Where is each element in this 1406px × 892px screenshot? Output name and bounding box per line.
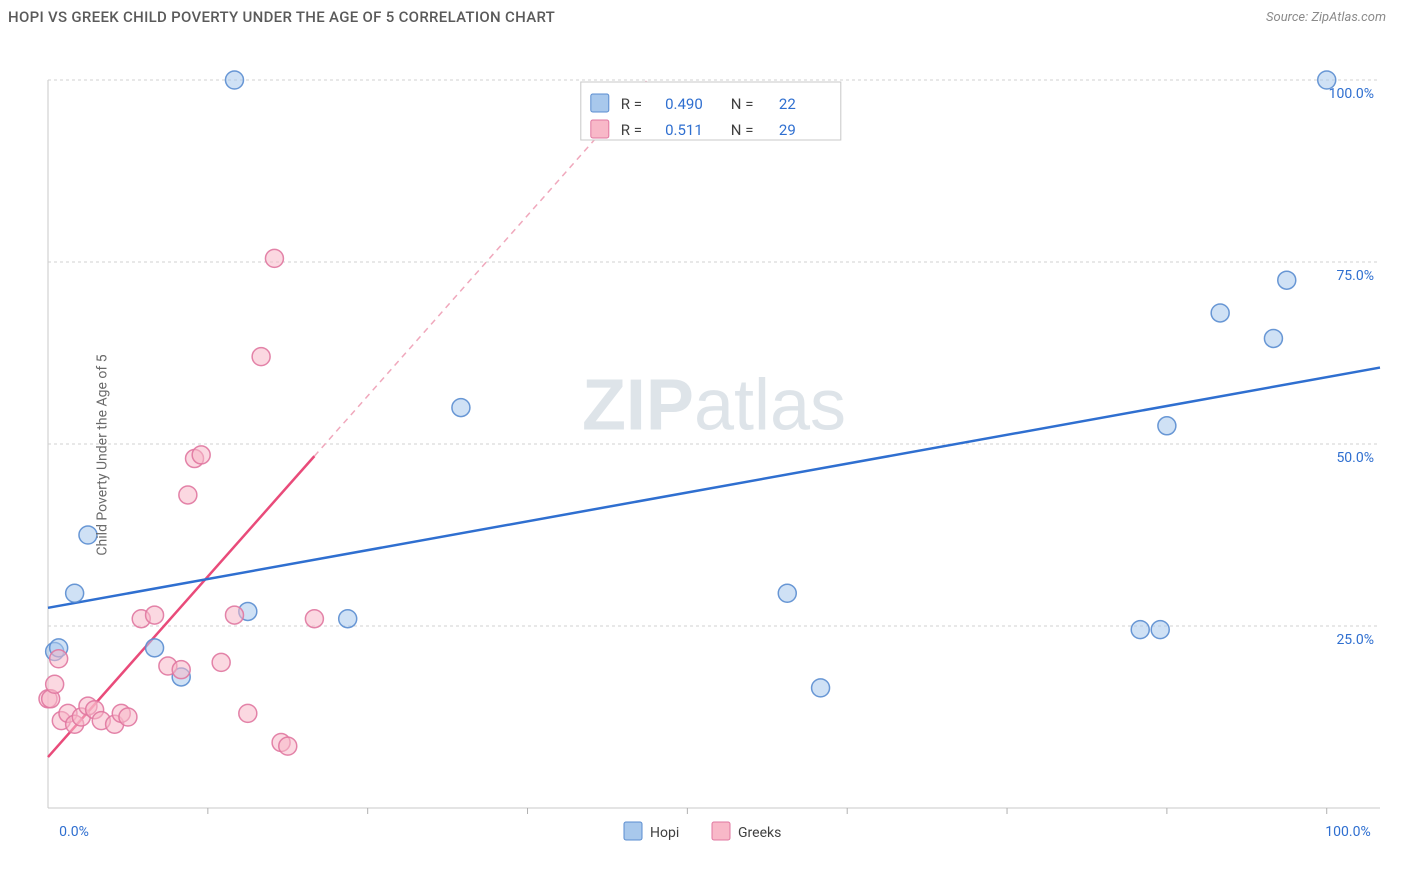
data-point-hopi xyxy=(225,71,243,89)
data-point-hopi xyxy=(146,639,164,657)
chart-title: HOPI VS GREEK CHILD POVERTY UNDER THE AG… xyxy=(8,8,555,26)
data-point-greeks xyxy=(212,653,230,671)
data-point-greeks xyxy=(265,249,283,267)
data-point-greeks xyxy=(225,606,243,624)
watermark: ZIPatlas xyxy=(582,365,846,445)
legend-n-value: 22 xyxy=(779,95,796,113)
legend-swatch xyxy=(591,94,609,112)
data-point-hopi xyxy=(1211,304,1229,322)
legend-r-value: 0.490 xyxy=(665,95,703,113)
legend-series-label: Hopi xyxy=(650,825,679,841)
data-point-greeks xyxy=(119,708,137,726)
data-point-greeks xyxy=(192,446,210,464)
data-point-greeks xyxy=(179,486,197,504)
data-point-hopi xyxy=(778,584,796,602)
y-axis-label: Child Poverty Under the Age of 5 xyxy=(95,354,111,555)
legend-r-value: 0.511 xyxy=(665,121,703,139)
data-point-greeks xyxy=(146,606,164,624)
data-point-hopi xyxy=(1131,621,1149,639)
legend-series-label: Greeks xyxy=(738,825,781,841)
data-point-greeks xyxy=(172,661,190,679)
legend-r-label: R = xyxy=(621,95,642,113)
data-point-greeks xyxy=(279,737,297,755)
data-point-hopi xyxy=(339,610,357,628)
data-point-hopi xyxy=(1264,329,1282,347)
data-point-greeks xyxy=(239,704,257,722)
legend-n-label: N = xyxy=(731,95,754,113)
data-point-hopi xyxy=(812,679,830,697)
y-tick-label: 25.0% xyxy=(1336,632,1374,648)
data-point-hopi xyxy=(1151,621,1169,639)
y-tick-label: 100.0% xyxy=(1329,86,1374,102)
data-point-greeks xyxy=(305,610,323,628)
legend-r-label: R = xyxy=(621,121,642,139)
y-tick-label: 50.0% xyxy=(1336,450,1374,466)
legend-n-label: N = xyxy=(731,121,754,139)
data-point-hopi xyxy=(1318,71,1336,89)
data-point-greeks xyxy=(50,650,68,668)
scatter-chart-svg: 25.0% 50.0% 75.0% 100.0% 0.0% 100.0% ZIPatlas R… xyxy=(0,30,1406,880)
correlation-legend-box xyxy=(581,82,841,140)
data-point-greeks xyxy=(252,348,270,366)
chart-area: Child Poverty Under the Age of 5 25.0% 50… xyxy=(0,30,1406,880)
y-tick-label: 75.0% xyxy=(1336,268,1374,284)
data-point-hopi xyxy=(452,399,470,417)
chart-header: HOPI VS GREEK CHILD POVERTY UNDER THE AG… xyxy=(0,0,1406,30)
source-link[interactable]: ZipAtlas.com xyxy=(1311,10,1386,25)
data-point-hopi xyxy=(66,584,84,602)
data-point-hopi xyxy=(1278,271,1296,289)
data-point-greeks xyxy=(46,675,64,693)
source-prefix: Source: xyxy=(1266,10,1311,25)
x-tick-label: 0.0% xyxy=(59,824,89,840)
legend-n-value: 29 xyxy=(779,121,796,139)
x-tick-label: 100.0% xyxy=(1325,824,1370,840)
data-point-hopi xyxy=(1158,417,1176,435)
legend-swatch xyxy=(591,120,609,138)
legend-swatch xyxy=(624,822,642,840)
source-attribution: Source: ZipAtlas.com xyxy=(1266,10,1386,25)
legend-swatch xyxy=(712,822,730,840)
